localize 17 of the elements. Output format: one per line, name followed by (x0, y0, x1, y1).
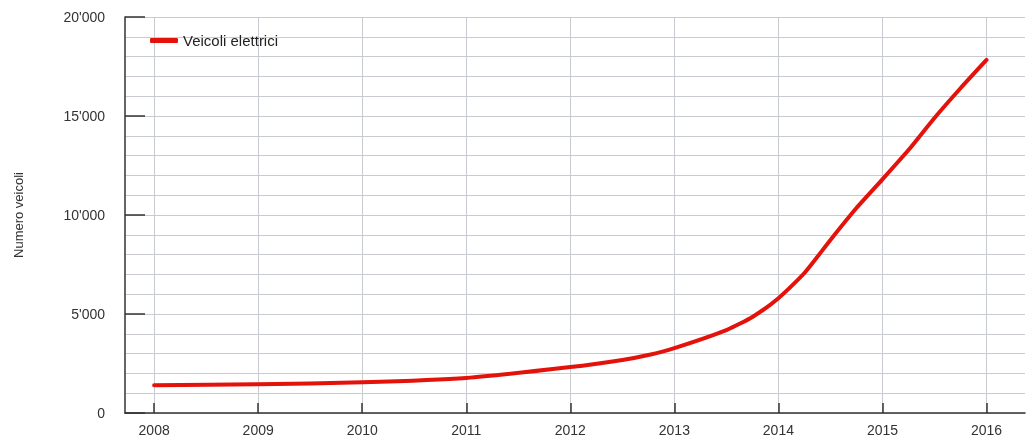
y-tick-label: 0 (97, 405, 106, 421)
y-tick-label: 5'000 (71, 306, 106, 322)
y-tick-label: 10'000 (63, 207, 106, 223)
y-axis-title: Numero veicoli (11, 171, 26, 258)
line-series (152, 57, 989, 388)
y-tick-label: 15'000 (63, 108, 106, 124)
x-tick-label: 2012 (554, 422, 587, 438)
x-tick-label: 2013 (658, 422, 691, 438)
x-tick-label: 2011 (451, 422, 482, 438)
y-tick-label: 20'000 (63, 9, 106, 25)
legend-label: Veicoli elettrici (183, 32, 279, 49)
x-tick-label: 2015 (866, 422, 899, 438)
x-tick-label: 2010 (346, 422, 379, 438)
x-tick-label: 2008 (138, 422, 170, 438)
x-tick-label: 2009 (242, 422, 274, 438)
x-tick-label: 2016 (970, 422, 1003, 438)
x-tick-label: 2014 (762, 422, 795, 438)
